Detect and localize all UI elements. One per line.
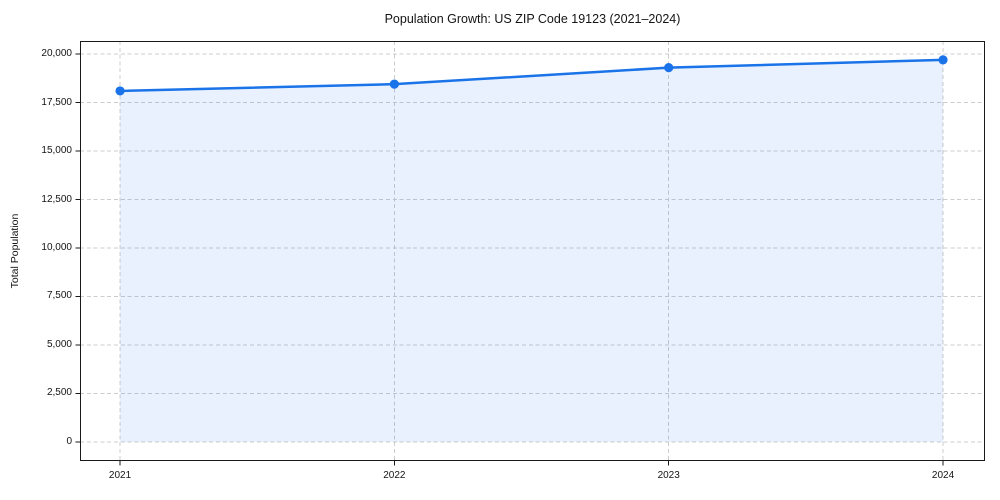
x-tick-label: 2023 — [657, 470, 680, 481]
x-tick-label: 2021 — [108, 470, 132, 481]
y-tick-label: 15,000 — [41, 145, 72, 157]
y-tick-label: 7,500 — [46, 290, 72, 302]
y-tick-label: 17,500 — [41, 96, 72, 108]
x-tick-label: 2022 — [383, 470, 406, 481]
area-fill — [120, 59, 944, 442]
y-tick-label: 2,500 — [46, 387, 72, 399]
chart-title: Population Growth: US ZIP Code 19123 (20… — [384, 12, 681, 26]
y-tick-label: 0 — [66, 435, 72, 447]
y-tick-label: 12,500 — [41, 193, 72, 205]
series-line — [118, 58, 945, 93]
y-tick-label: 20,000 — [41, 48, 72, 60]
data-point-2023 — [664, 63, 674, 73]
y-tick-label: 10,000 — [41, 241, 72, 253]
x-tick-label: 2024 — [931, 470, 955, 481]
data-point-2022 — [389, 79, 399, 89]
y-tick-label: 5,000 — [46, 338, 72, 350]
data-point-2021 — [115, 86, 125, 96]
data-point-2024 — [938, 55, 948, 65]
plot-border — [80, 41, 985, 461]
